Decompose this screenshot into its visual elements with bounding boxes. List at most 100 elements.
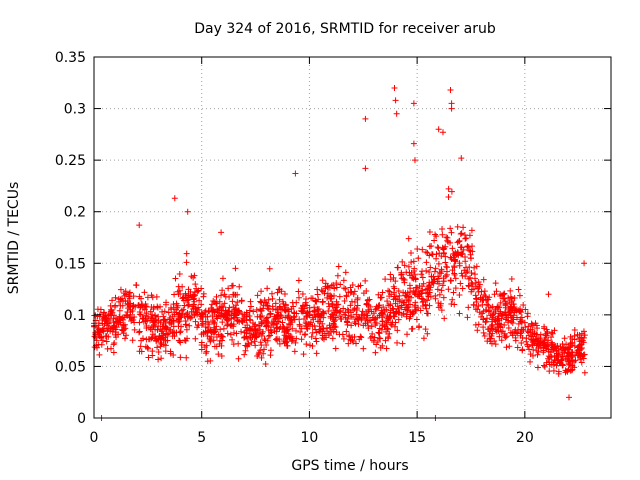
data-point [411, 265, 418, 272]
data-point [202, 324, 209, 331]
data-point [149, 334, 156, 341]
data-point [283, 342, 290, 349]
data-point [547, 354, 554, 361]
data-point [422, 326, 429, 333]
data-point [241, 334, 248, 341]
data-point [345, 340, 352, 347]
data-point [408, 259, 415, 266]
data-point [136, 329, 143, 336]
data-point [282, 314, 289, 321]
data-point [141, 289, 148, 296]
data-point [135, 302, 142, 309]
data-point [141, 306, 148, 313]
data-point [428, 273, 435, 280]
data-point [121, 326, 128, 333]
data-point [527, 326, 534, 333]
data-point [229, 336, 236, 343]
data-point [345, 289, 352, 296]
data-point [412, 302, 419, 309]
data-point [321, 290, 328, 297]
data-point [208, 301, 215, 308]
data-point [143, 310, 150, 317]
data-point [581, 369, 588, 376]
data-point [487, 304, 494, 311]
data-point [571, 358, 578, 365]
data-point [331, 285, 338, 292]
data-point [232, 265, 239, 272]
data-point [333, 304, 340, 311]
data-point [258, 332, 265, 339]
data-point [216, 340, 223, 347]
data-point [93, 337, 100, 344]
data-point [253, 307, 260, 314]
data-point [136, 328, 143, 335]
x-tick-label: 20 [516, 430, 534, 446]
data-point [469, 243, 476, 250]
data-point [392, 319, 399, 326]
data-point [514, 344, 521, 351]
data-point [443, 268, 450, 275]
data-point [424, 297, 431, 304]
data-point [313, 338, 320, 345]
data-point [254, 313, 261, 320]
data-point [238, 328, 245, 335]
data-point [511, 294, 518, 301]
data-point [441, 315, 448, 322]
data-point [330, 320, 337, 327]
data-point [295, 277, 302, 284]
data-point [149, 326, 156, 333]
grid [94, 57, 611, 418]
data-point [410, 100, 417, 107]
data-point [460, 246, 467, 253]
data-point [448, 188, 455, 195]
data-point [235, 307, 242, 314]
data-point [452, 258, 459, 265]
data-point [388, 322, 395, 329]
data-point [258, 342, 265, 349]
data-point [371, 334, 378, 341]
data-point [522, 324, 529, 331]
data-point [408, 325, 415, 332]
data-point [440, 249, 447, 256]
data-point [439, 244, 446, 251]
data-point [104, 325, 111, 332]
data-point [138, 301, 145, 308]
data-point [391, 84, 398, 91]
data-point [183, 321, 190, 328]
data-point [502, 334, 509, 341]
data-point [390, 296, 397, 303]
data-point [319, 335, 326, 342]
data-point [560, 362, 567, 369]
data-point [535, 335, 542, 342]
data-point [181, 337, 188, 344]
data-point [218, 333, 225, 340]
data-point [183, 259, 190, 266]
data-point [183, 326, 190, 333]
data-point [276, 303, 283, 310]
data-point [485, 326, 492, 333]
data-point [405, 263, 412, 270]
data-point [559, 349, 566, 356]
data-point [211, 324, 218, 331]
data-point [503, 300, 510, 307]
data-point [175, 316, 182, 323]
data-point [325, 300, 332, 307]
data-point [450, 289, 457, 296]
data-point [530, 352, 537, 359]
data-point [557, 356, 564, 363]
data-point [414, 245, 421, 252]
data-point [579, 353, 586, 360]
data-point [401, 262, 408, 269]
data-point [198, 339, 205, 346]
data-point [472, 283, 479, 290]
data-point [219, 319, 226, 326]
data-point [413, 316, 420, 323]
data-point [342, 285, 349, 292]
data-point [108, 345, 115, 352]
data-point [560, 353, 567, 360]
data-point [194, 309, 201, 316]
data-point [365, 325, 372, 332]
data-point [439, 129, 446, 136]
data-point [269, 295, 276, 302]
data-point [190, 295, 197, 302]
